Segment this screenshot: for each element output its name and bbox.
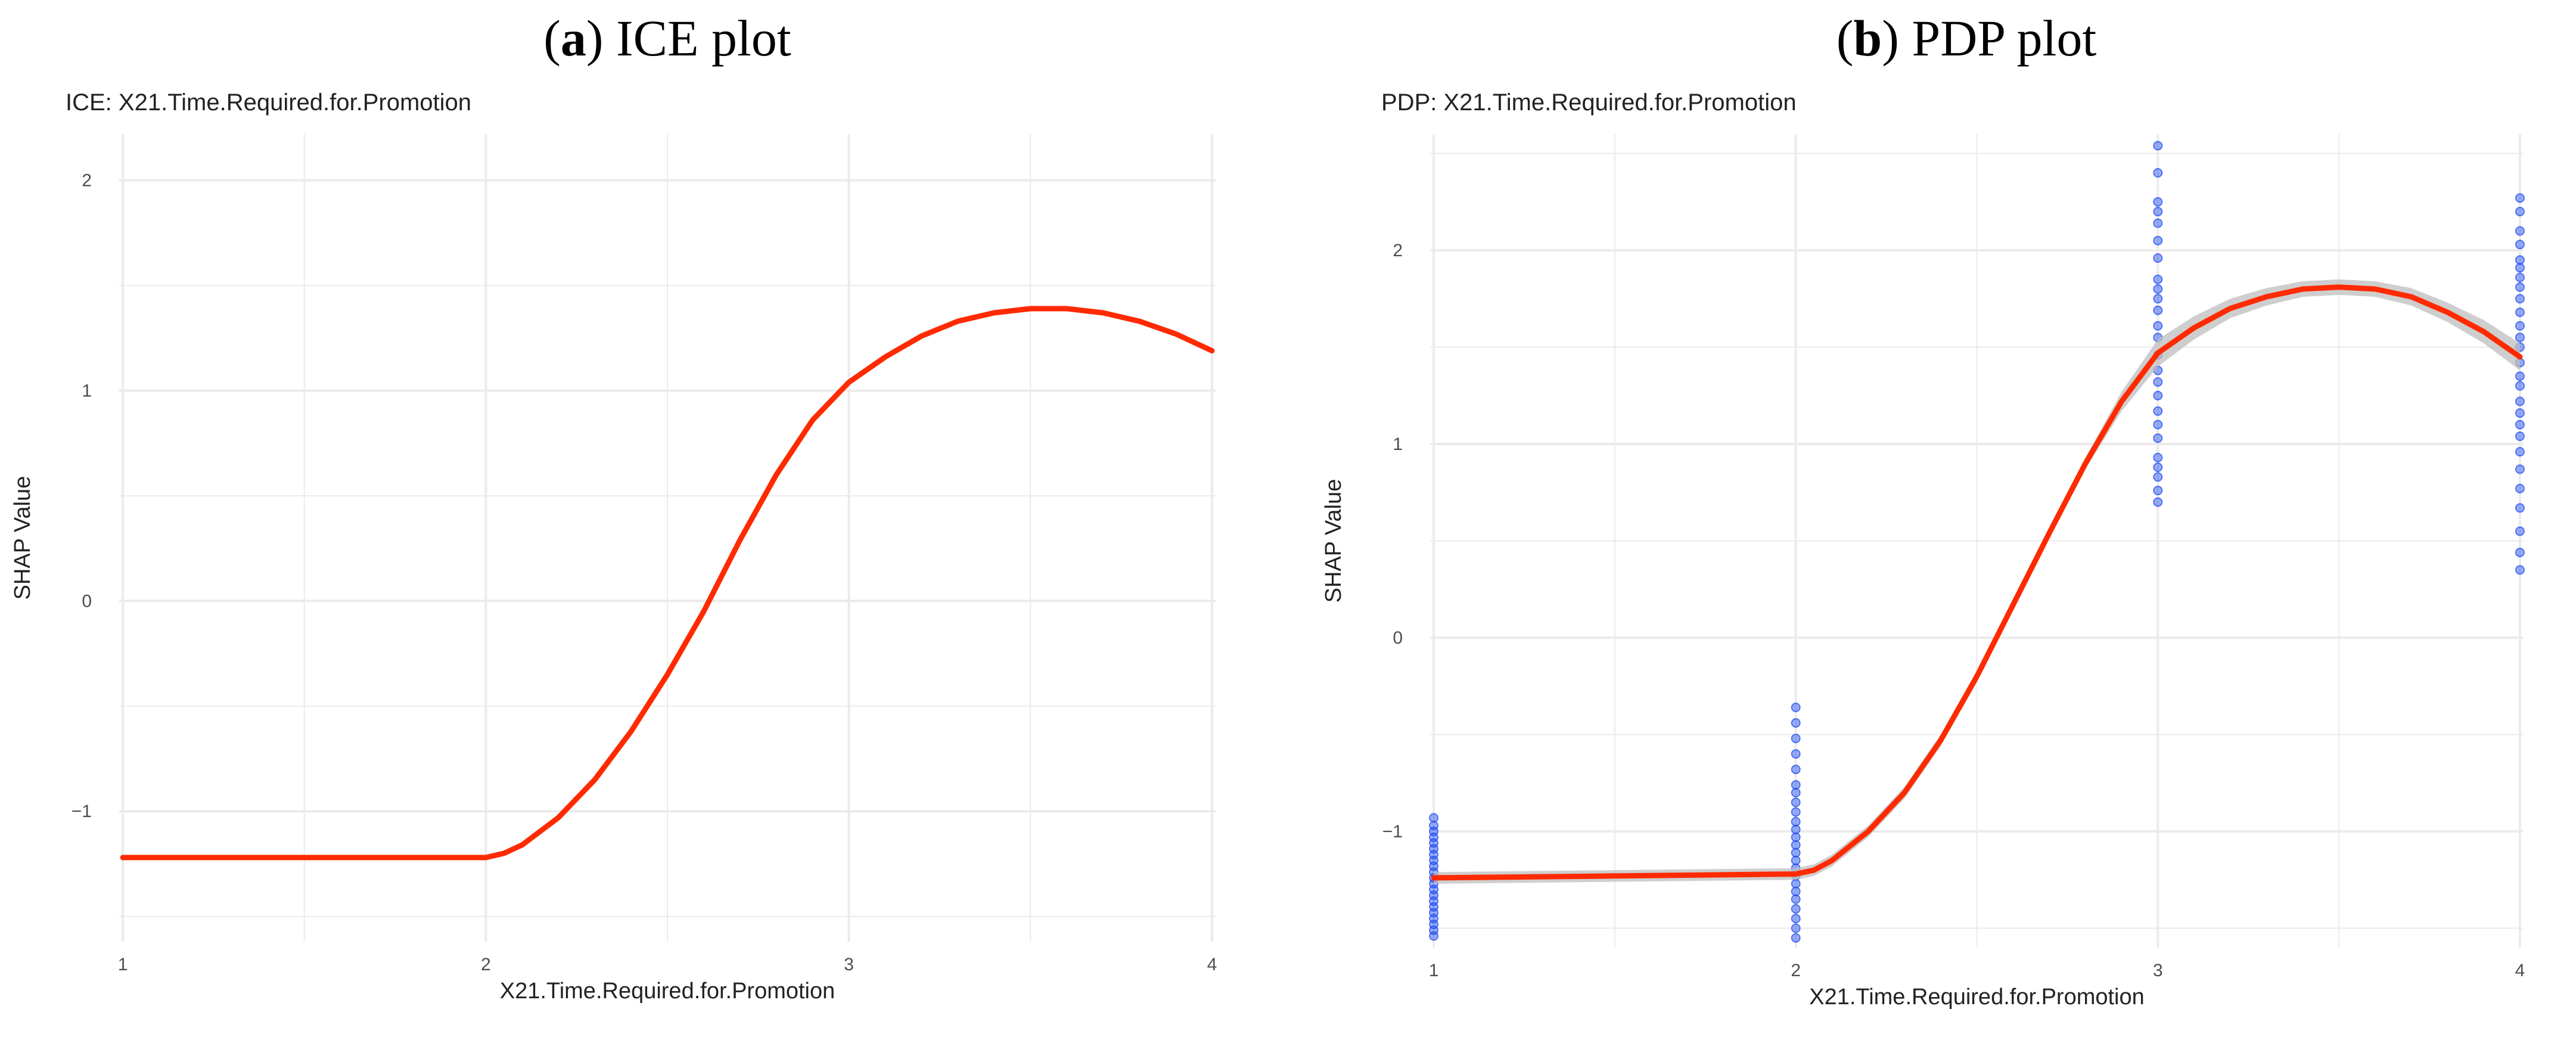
ice-x-tick-label: 2: [481, 955, 491, 974]
panel-a-heading: (a) ICE plot: [543, 10, 791, 67]
panel-b-heading-text: PDP plot: [1912, 10, 2097, 67]
ice-y-tick-label: −1: [72, 802, 92, 821]
ice-series-line: [120, 306, 1215, 861]
ice-y-tick-label: 1: [82, 381, 92, 400]
ice-chart-title: ICE: X21.Time.Required.for.Promotion: [66, 89, 471, 116]
ice-x-axis-label: X21.Time.Required.for.Promotion: [500, 979, 835, 1004]
panel-b-heading: (b) PDP plot: [1836, 10, 2097, 67]
ice-x-tick-label: 1: [118, 955, 128, 974]
panel-a-heading-text: ICE plot: [616, 10, 791, 67]
panel-b-letter: b: [1853, 10, 1882, 67]
ice-x-tick-label: 4: [1207, 955, 1217, 974]
panel-a-letter: a: [560, 10, 586, 67]
ice-y-tick-label: 2: [82, 171, 92, 191]
ice-x-tick-label: 3: [844, 955, 854, 974]
ice-y-axis-label: SHAP Value: [10, 476, 35, 600]
ice-y-tick-label: 0: [82, 591, 92, 611]
